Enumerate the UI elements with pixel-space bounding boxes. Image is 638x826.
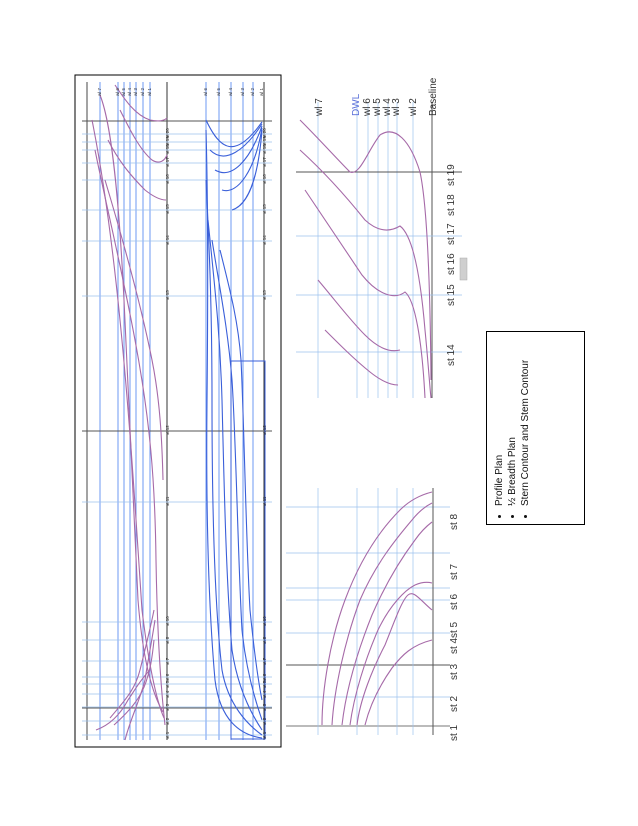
halfbreadth-waterline-label: wl 1 (259, 88, 264, 96)
halfbreadth-station-label: st 6 (262, 673, 267, 681)
profile-waterline-label: wl 1 (147, 88, 152, 96)
legend-content: Profile Plan ½ Breadth Plan Stern Contou… (493, 338, 532, 520)
halfbreadth-station-labels: st 1 st 2 st 3 st 4 st 5st 6 st 7 st 8 st 10 st … (262, 128, 267, 739)
halfbreadth-station-label: st 19 (262, 136, 267, 146)
halfbreadth-waterline-label: wl 6 (203, 88, 208, 96)
legend-box: Profile Plan ½ Breadth Plan Stern Contou… (486, 331, 585, 525)
halfbreadth-station-label: st 10 (262, 616, 267, 626)
stern-waterline-label: wl 7 (314, 98, 325, 117)
stern-station-label: st 17 (446, 223, 457, 245)
profile-station-label: st 10 (165, 616, 170, 626)
halfbreadth-flat-box (230, 360, 266, 740)
legend-list: Profile Plan ½ Breadth Plan Stern Contou… (493, 338, 532, 520)
bow-station-label: st 6 (449, 593, 460, 610)
legend-item-half-breadth-plan: ½ Breadth Plan (506, 338, 519, 506)
profile-station-label: st 2 (165, 717, 170, 725)
halfbreadth-station-label: st 7 (262, 657, 267, 665)
profile-waterline-label: wl 6 (115, 88, 120, 96)
bow-station-label: st 4 (449, 637, 460, 654)
stern-waterline-label: wl 2 (408, 98, 419, 117)
halfbreadth-station-label: st 20 (262, 128, 267, 138)
profile-station-label: st 13 (165, 290, 170, 300)
halfbreadth-waterline-labels: wl 6 wl 5 wl 4 wl 3 wl 2 wl 1 (203, 88, 264, 96)
stern-waterline-label: wl 4 (382, 98, 393, 117)
halfbreadth-station-label: st 17 (262, 157, 267, 167)
profile-station-label: st 4 (165, 690, 170, 698)
profile-waterline-label: wl 5 (121, 88, 126, 96)
profile-station-label: st 20 (165, 128, 170, 138)
profile-station-label: st 19 (165, 136, 170, 146)
stern-waterline-label: Baseline (428, 77, 439, 116)
stern-waterline-label: wl 3 (391, 98, 402, 117)
legend-item-stern-stem-contour: Stern Contour and Stem Contour (519, 338, 532, 506)
bow-station-label: st 3 (449, 663, 460, 680)
stern-panel (296, 102, 462, 399)
bow-station-labels: st 1 st 2 st 3 st 4st 5 st 6 st 7 st 8 (449, 513, 460, 741)
profile-station-label: st 7 (165, 657, 170, 665)
section-lines (82, 120, 272, 709)
stern-station-label: st 16 (446, 253, 457, 275)
halfbreadth-station-label: st 2 (262, 717, 267, 725)
profile-station-label: st 1 (165, 731, 170, 739)
halfbreadth-station-label: st 4 (262, 690, 267, 698)
profile-station-label: st 8 (165, 636, 170, 644)
halfbreadth-station-label: st 3 (262, 703, 267, 711)
profile-waterlines (99, 82, 151, 740)
profile-station-label: st 17 (165, 157, 170, 167)
profile-waterline-label: wl 2 (140, 88, 145, 96)
bow-station-label: st 8 (449, 513, 460, 530)
bow-station-label: st 2 (449, 695, 460, 712)
stern-station-label: st 15 (446, 284, 457, 306)
profile-waterline-label: wl 4 (127, 88, 132, 96)
bow-panel (286, 488, 450, 735)
bow-station-label: st 1 (449, 724, 460, 741)
main-frame (74, 74, 282, 748)
halfbreadth-station-label: st 14 (262, 235, 267, 245)
stern-waterline-labels: wl 7 DWL wl 6 wl 5 wl 4wl 3 wl 2 Baseline (314, 77, 439, 117)
profile-waterline-labels: wl 7 wl 6 wl 5 wl 4 wl 3 wl 2 wl 1 (97, 88, 152, 96)
halfbreadth-station-label: st 11 (262, 496, 267, 506)
halfbreadth-station-label: st 5 (262, 680, 267, 688)
stern-waterline-label: wl 6 (362, 98, 373, 117)
profile-station-label: st 15 (165, 204, 170, 214)
legend-item-profile-plan: Profile Plan (493, 338, 506, 506)
halfbreadth-station-label: st 15 (262, 204, 267, 214)
halfbreadth-waterline-label: wl 3 (240, 88, 245, 96)
profile-station-label: st 6 (165, 673, 170, 681)
profile-buttock-curves (91, 84, 168, 741)
halfbreadth-waterlines (205, 82, 254, 740)
profile-station-label: st 12 (165, 425, 170, 435)
halfbreadth-waterline-label: wl 4 (228, 88, 233, 96)
profile-waterline-label: wl 3 (133, 88, 138, 96)
profile-station-labels: st 1 st 2 st 3 st 4 st 5st 6 st 7 st 8 st 10 st … (165, 128, 170, 739)
halfbreadth-waterline-label: wl 2 (250, 88, 255, 96)
halfbreadth-station-label: st 18 (262, 144, 267, 154)
halfbreadth-curves (205, 119, 263, 739)
stern-station-label: st 18 (446, 194, 457, 216)
bow-station-label: st 5 (449, 621, 460, 638)
profile-station-label: st 18 (165, 144, 170, 154)
scale-bar (459, 257, 468, 281)
stern-waterline-label: wl 5 (372, 98, 383, 117)
profile-station-label: st 14 (165, 235, 170, 245)
stern-station-label: st 19 (446, 164, 457, 186)
halfbreadth-station-label: st 1 (262, 731, 267, 739)
stern-waterline-label: DWL (351, 93, 362, 116)
stern-station-labels: st 14 st 15 st 16 st 17 st 18 st 19 (446, 164, 457, 366)
profile-waterline-label: wl 7 (97, 88, 102, 96)
profile-station-label: st 11 (165, 496, 170, 506)
profile-station-label: st 16 (165, 174, 170, 184)
halfbreadth-station-label: st 12 (262, 425, 267, 435)
stern-station-label: st 14 (446, 344, 457, 366)
halfbreadth-station-label: st 13 (262, 290, 267, 300)
halfbreadth-station-label: st 8 (262, 636, 267, 644)
halfbreadth-waterline-label: wl 5 (216, 88, 221, 96)
profile-station-label: st 5 (165, 680, 170, 688)
bow-station-label: st 7 (449, 563, 460, 580)
profile-station-label: st 3 (165, 703, 170, 711)
halfbreadth-station-label: st 16 (262, 174, 267, 184)
